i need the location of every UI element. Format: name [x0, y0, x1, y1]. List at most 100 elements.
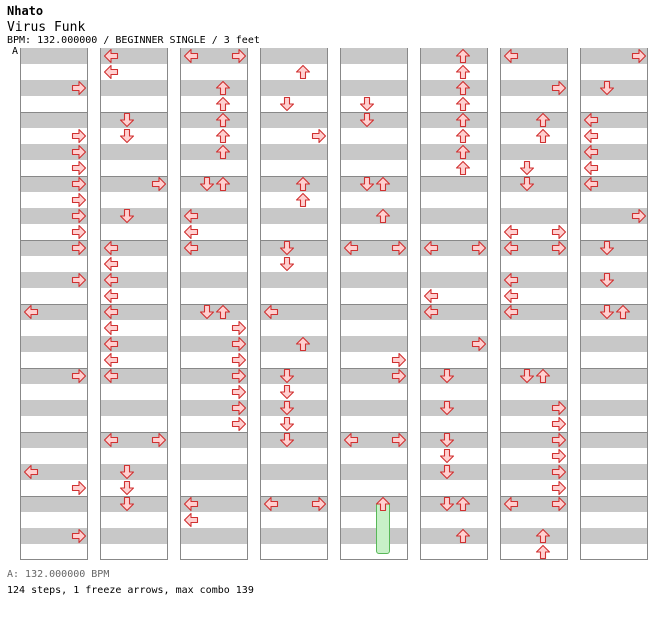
bpm-legend: A: 132.000000 BPM [7, 569, 110, 580]
left-arrow-icon [263, 496, 279, 512]
down-arrow-icon [599, 304, 615, 320]
measure-line [581, 368, 647, 369]
down-arrow-icon [119, 480, 135, 496]
measure-line [421, 176, 487, 177]
measure-line [101, 240, 167, 241]
right-arrow-icon [631, 208, 647, 224]
left-arrow-icon [103, 320, 119, 336]
measure-line [581, 304, 647, 305]
right-arrow-icon [391, 352, 407, 368]
measure-line [501, 432, 567, 433]
left-arrow-icon [503, 272, 519, 288]
left-arrow-icon [183, 512, 199, 528]
right-arrow-icon [71, 208, 87, 224]
measure-line [581, 240, 647, 241]
right-arrow-icon [71, 272, 87, 288]
left-arrow-icon [583, 160, 599, 176]
left-arrow-icon [423, 288, 439, 304]
measure-line [421, 432, 487, 433]
left-arrow-icon [103, 288, 119, 304]
right-arrow-icon [551, 496, 567, 512]
up-arrow-icon [295, 176, 311, 192]
chart-column-5 [340, 48, 408, 560]
down-arrow-icon [279, 256, 295, 272]
down-arrow-icon [119, 496, 135, 512]
left-arrow-icon [263, 304, 279, 320]
chart-column-1 [20, 48, 88, 560]
left-arrow-icon [503, 496, 519, 512]
up-arrow-icon [215, 80, 231, 96]
right-arrow-icon [231, 48, 247, 64]
right-arrow-icon [471, 336, 487, 352]
right-arrow-icon [71, 224, 87, 240]
chart-column-6 [420, 48, 488, 560]
measure-line [501, 112, 567, 113]
down-arrow-icon [199, 304, 215, 320]
down-arrow-icon [519, 368, 535, 384]
down-arrow-icon [439, 496, 455, 512]
up-arrow-icon [455, 112, 471, 128]
left-arrow-icon [423, 240, 439, 256]
left-arrow-icon [103, 64, 119, 80]
up-arrow-icon [295, 64, 311, 80]
right-arrow-icon [231, 400, 247, 416]
left-arrow-icon [503, 288, 519, 304]
right-arrow-icon [471, 240, 487, 256]
measure-line [21, 112, 87, 113]
measure-line [341, 496, 407, 497]
down-arrow-icon [279, 400, 295, 416]
up-arrow-icon [455, 160, 471, 176]
right-arrow-icon [551, 448, 567, 464]
right-arrow-icon [71, 240, 87, 256]
right-arrow-icon [231, 368, 247, 384]
up-arrow-icon [295, 336, 311, 352]
measure-line [341, 112, 407, 113]
right-arrow-icon [311, 496, 327, 512]
right-arrow-icon [311, 128, 327, 144]
left-arrow-icon [103, 368, 119, 384]
chart-column-2 [100, 48, 168, 560]
down-arrow-icon [439, 368, 455, 384]
measure-line [181, 240, 247, 241]
left-arrow-icon [103, 256, 119, 272]
down-arrow-icon [199, 176, 215, 192]
right-arrow-icon [231, 352, 247, 368]
measure-line [181, 112, 247, 113]
right-arrow-icon [71, 80, 87, 96]
measure-line [181, 432, 247, 433]
up-arrow-icon [455, 64, 471, 80]
right-arrow-icon [551, 224, 567, 240]
right-arrow-icon [391, 240, 407, 256]
left-arrow-icon [503, 304, 519, 320]
down-arrow-icon [119, 112, 135, 128]
down-arrow-icon [279, 416, 295, 432]
down-arrow-icon [279, 384, 295, 400]
right-arrow-icon [551, 80, 567, 96]
left-arrow-icon [503, 48, 519, 64]
up-arrow-icon [455, 528, 471, 544]
measure-line [341, 432, 407, 433]
up-arrow-icon [535, 112, 551, 128]
right-arrow-icon [71, 528, 87, 544]
measure-line [181, 176, 247, 177]
chart-stats: 124 steps, 1 freeze arrows, max combo 13… [7, 585, 254, 596]
up-arrow-icon [215, 96, 231, 112]
up-arrow-icon [215, 304, 231, 320]
measure-line [421, 240, 487, 241]
down-arrow-icon [279, 240, 295, 256]
measure-line [21, 240, 87, 241]
measure-line [581, 176, 647, 177]
up-arrow-icon [295, 192, 311, 208]
down-arrow-icon [599, 80, 615, 96]
measure-line [581, 496, 647, 497]
up-arrow-icon [455, 80, 471, 96]
right-arrow-icon [631, 48, 647, 64]
left-arrow-icon [103, 336, 119, 352]
measure-line [421, 112, 487, 113]
up-arrow-icon [455, 48, 471, 64]
left-arrow-icon [183, 48, 199, 64]
left-arrow-icon [23, 304, 39, 320]
right-arrow-icon [551, 480, 567, 496]
left-arrow-icon [583, 144, 599, 160]
measure-line [581, 432, 647, 433]
